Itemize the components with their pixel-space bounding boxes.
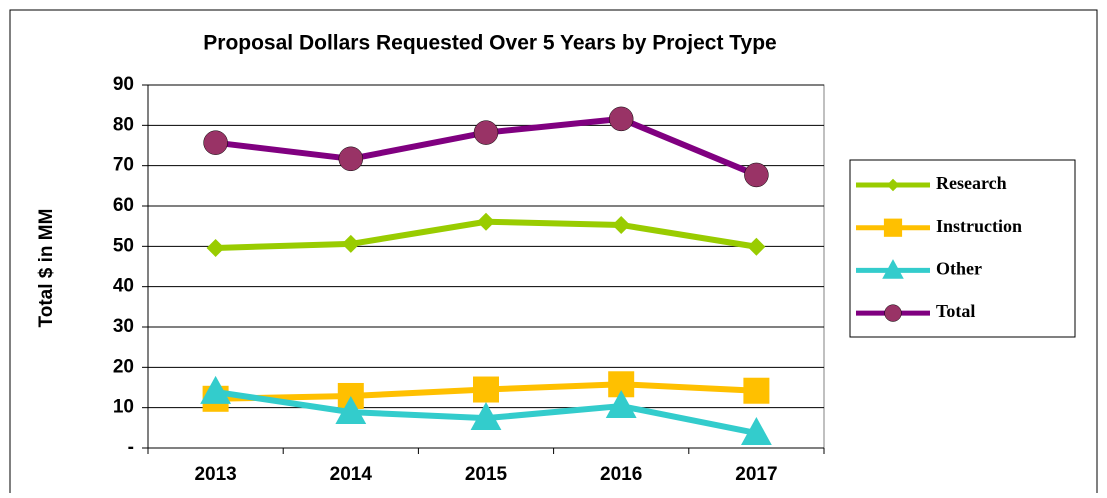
y-tick-label: 60 (113, 195, 134, 216)
y-tick-label: 80 (113, 114, 134, 135)
data-point (473, 376, 499, 403)
chart-title: Proposal Dollars Requested Over 5 Years … (203, 32, 776, 55)
x-tick-label: 2017 (735, 464, 777, 485)
legend-marker (882, 259, 904, 279)
data-point (200, 375, 231, 404)
data-point (470, 402, 502, 431)
data-point (335, 396, 367, 425)
y-tick-label: 30 (113, 316, 134, 337)
data-point (747, 237, 766, 256)
data-point (206, 238, 225, 257)
legend-label: Other (936, 259, 982, 279)
data-point (741, 416, 772, 445)
y-tick-label: 70 (113, 155, 134, 176)
data-point (338, 146, 364, 172)
data-point (341, 234, 360, 253)
y-tick-label: 40 (113, 276, 134, 297)
data-point (612, 215, 631, 234)
data-point (477, 212, 495, 231)
legend-label: Research (936, 173, 1007, 193)
x-tick-label: 2014 (330, 464, 373, 485)
legend-label: Instruction (936, 216, 1022, 236)
legend-marker (884, 304, 902, 322)
y-tick-label: 50 (113, 235, 134, 256)
legend-marker (886, 178, 900, 192)
x-tick-label: 2015 (465, 464, 508, 485)
data-point (473, 120, 499, 145)
y-tick-label: - (128, 437, 134, 458)
data-point (605, 389, 637, 418)
data-point (203, 130, 228, 155)
x-tick-label: 2016 (600, 464, 642, 485)
data-point (608, 106, 634, 132)
y-tick-label: 10 (113, 397, 134, 418)
legend-label: Total (936, 301, 975, 321)
y-axis-label: Total $ in MM (36, 209, 57, 328)
data-point (744, 162, 769, 188)
y-tick-label: 90 (113, 74, 134, 95)
y-tick-label: 20 (113, 356, 134, 377)
x-tick-label: 2013 (194, 464, 236, 485)
legend-marker (883, 218, 903, 237)
data-point (743, 377, 770, 404)
